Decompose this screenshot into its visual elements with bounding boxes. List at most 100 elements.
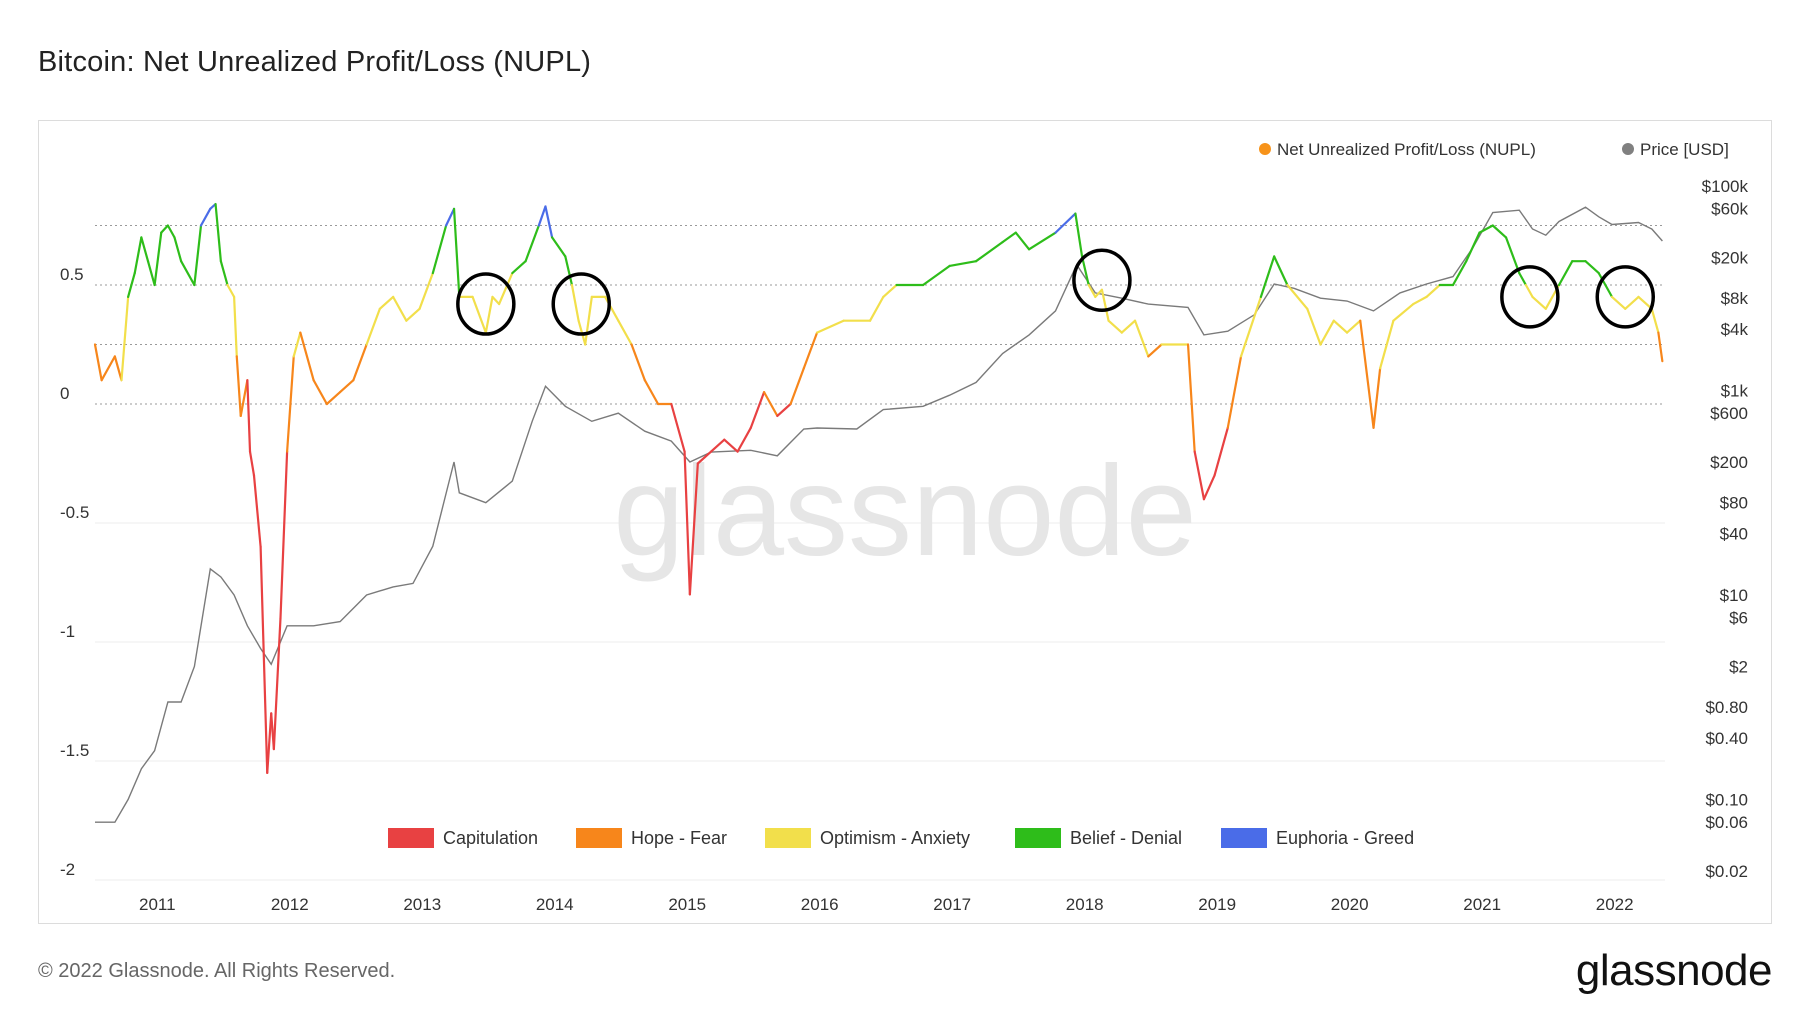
nupl-segment bbox=[776, 402, 792, 417]
y-right-tick-label: $20k bbox=[1711, 248, 1748, 267]
legend-bottom-swatch bbox=[576, 828, 622, 848]
nupl-segment bbox=[762, 391, 779, 417]
nupl-segment bbox=[564, 255, 574, 287]
y-right-tick-label: $8k bbox=[1721, 289, 1749, 308]
nupl-segment bbox=[452, 207, 461, 298]
y-right-tick-label: $4k bbox=[1721, 320, 1749, 339]
nupl-segment bbox=[1332, 319, 1349, 334]
y-right-tick-label: $10 bbox=[1720, 586, 1748, 605]
nupl-segment bbox=[484, 295, 494, 334]
nupl-segment bbox=[214, 202, 222, 263]
annotation-circle bbox=[1595, 265, 1656, 329]
nupl-segment bbox=[524, 224, 540, 263]
nupl-segment bbox=[603, 295, 620, 322]
nupl-segment bbox=[365, 307, 381, 346]
nupl-segment bbox=[1624, 295, 1640, 310]
y-right-tick-label: $2 bbox=[1729, 657, 1748, 676]
nupl-segment bbox=[180, 260, 196, 287]
x-tick-label: 2011 bbox=[139, 895, 176, 914]
nupl-segment bbox=[511, 260, 527, 275]
nupl-segment bbox=[709, 438, 726, 453]
grid bbox=[95, 225, 1665, 881]
nupl-segment bbox=[93, 343, 103, 382]
annotation-circle bbox=[1500, 265, 1560, 329]
nupl-segment bbox=[299, 331, 315, 382]
nupl-segment bbox=[544, 205, 554, 239]
x-tick-label: 2015 bbox=[668, 895, 706, 914]
chart-title: Bitcoin: Net Unrealized Profit/Loss (NUP… bbox=[38, 46, 592, 78]
y-right-tick-label: $60k bbox=[1711, 200, 1748, 219]
nupl-segment bbox=[1080, 255, 1090, 287]
legend-top-label: Net Unrealized Profit/Loss (NUPL) bbox=[1277, 140, 1536, 159]
nupl-segment bbox=[1319, 319, 1335, 346]
nupl-segment bbox=[491, 295, 501, 306]
nupl-segment bbox=[670, 402, 686, 453]
nupl-segment bbox=[948, 260, 978, 268]
nupl-segment bbox=[405, 307, 421, 322]
nupl-segment bbox=[1412, 295, 1428, 306]
nupl-segment bbox=[246, 379, 252, 453]
y-left-tick-label: 0.5 bbox=[60, 265, 84, 284]
nupl-segment bbox=[974, 241, 1004, 263]
nupl-segment bbox=[113, 355, 123, 382]
nupl-segment bbox=[1014, 231, 1031, 251]
nupl-segment bbox=[1610, 295, 1627, 310]
brand-logo: glassnode bbox=[1575, 946, 1773, 995]
nupl-segment bbox=[1001, 231, 1017, 244]
nupl-segment bbox=[1074, 212, 1084, 258]
nupl-segment bbox=[286, 355, 295, 453]
nupl-segment bbox=[1524, 283, 1534, 298]
nupl-segment bbox=[789, 367, 805, 406]
nupl-segment bbox=[431, 224, 448, 275]
y-right-tick-label: $200 bbox=[1710, 453, 1748, 472]
nupl-segment bbox=[140, 236, 150, 263]
nupl-segment bbox=[696, 450, 713, 465]
legend-bottom-swatch bbox=[1221, 828, 1267, 848]
nupl-segment bbox=[133, 236, 143, 275]
nupl-segment bbox=[266, 712, 273, 775]
axes: 0.5 0 -0.5 -1 -1.5 -2 $100k $60k $20k $8k $4k $1k $6… bbox=[60, 177, 1748, 914]
y-left-tick-label: -1.5 bbox=[60, 741, 89, 760]
nupl-segment bbox=[226, 283, 236, 298]
nupl-segment bbox=[1120, 319, 1137, 334]
nupl-segment bbox=[292, 331, 302, 358]
y-right-tick-label: $80 bbox=[1720, 494, 1748, 513]
legend-top-marker bbox=[1259, 143, 1271, 155]
nupl-segment bbox=[1100, 288, 1110, 322]
legend-bottom-swatch bbox=[1015, 828, 1061, 848]
nupl-segment bbox=[1379, 319, 1395, 370]
nupl-segment bbox=[1239, 295, 1263, 358]
nupl-segment bbox=[259, 545, 269, 775]
nupl-segment bbox=[1584, 260, 1600, 275]
nupl-segment bbox=[1504, 236, 1521, 275]
y-left-tick-label: -2 bbox=[60, 860, 75, 879]
nupl-segment bbox=[339, 379, 355, 394]
nupl-segment bbox=[882, 283, 898, 298]
nupl-segment bbox=[325, 391, 342, 406]
nupl-segment bbox=[1186, 343, 1196, 453]
annotation-circle bbox=[456, 272, 516, 336]
y-right-tick-label: $0.06 bbox=[1705, 813, 1748, 832]
y-right-tick-label: $0.02 bbox=[1705, 862, 1748, 881]
legend-bottom-label: Optimism - Anxiety bbox=[820, 828, 970, 848]
nupl-segment bbox=[352, 343, 368, 382]
y-right-tick-label: $40 bbox=[1720, 524, 1748, 543]
nupl-segment bbox=[1465, 231, 1481, 263]
y-left-tick-label: 0 bbox=[60, 384, 69, 403]
legend-bottom-swatch bbox=[388, 828, 434, 848]
nupl-segment bbox=[1531, 295, 1547, 310]
nupl-segment bbox=[1491, 224, 1508, 239]
nupl-segment bbox=[1147, 343, 1163, 358]
x-tick-label: 2021 bbox=[1463, 895, 1501, 914]
nupl-segment bbox=[723, 438, 739, 453]
nupl-segment bbox=[1094, 288, 1104, 298]
copyright-text: © 2022 Glassnode. All Rights Reserved. bbox=[38, 960, 396, 982]
nupl-segment bbox=[550, 236, 567, 258]
nupl-segment bbox=[1286, 283, 1309, 310]
x-tick-label: 2017 bbox=[933, 895, 971, 914]
nupl-segment bbox=[312, 379, 328, 406]
nupl-segment bbox=[497, 272, 514, 306]
nupl-segment bbox=[166, 224, 176, 239]
nupl-segment bbox=[1273, 255, 1289, 287]
nupl-segment bbox=[1637, 295, 1653, 310]
